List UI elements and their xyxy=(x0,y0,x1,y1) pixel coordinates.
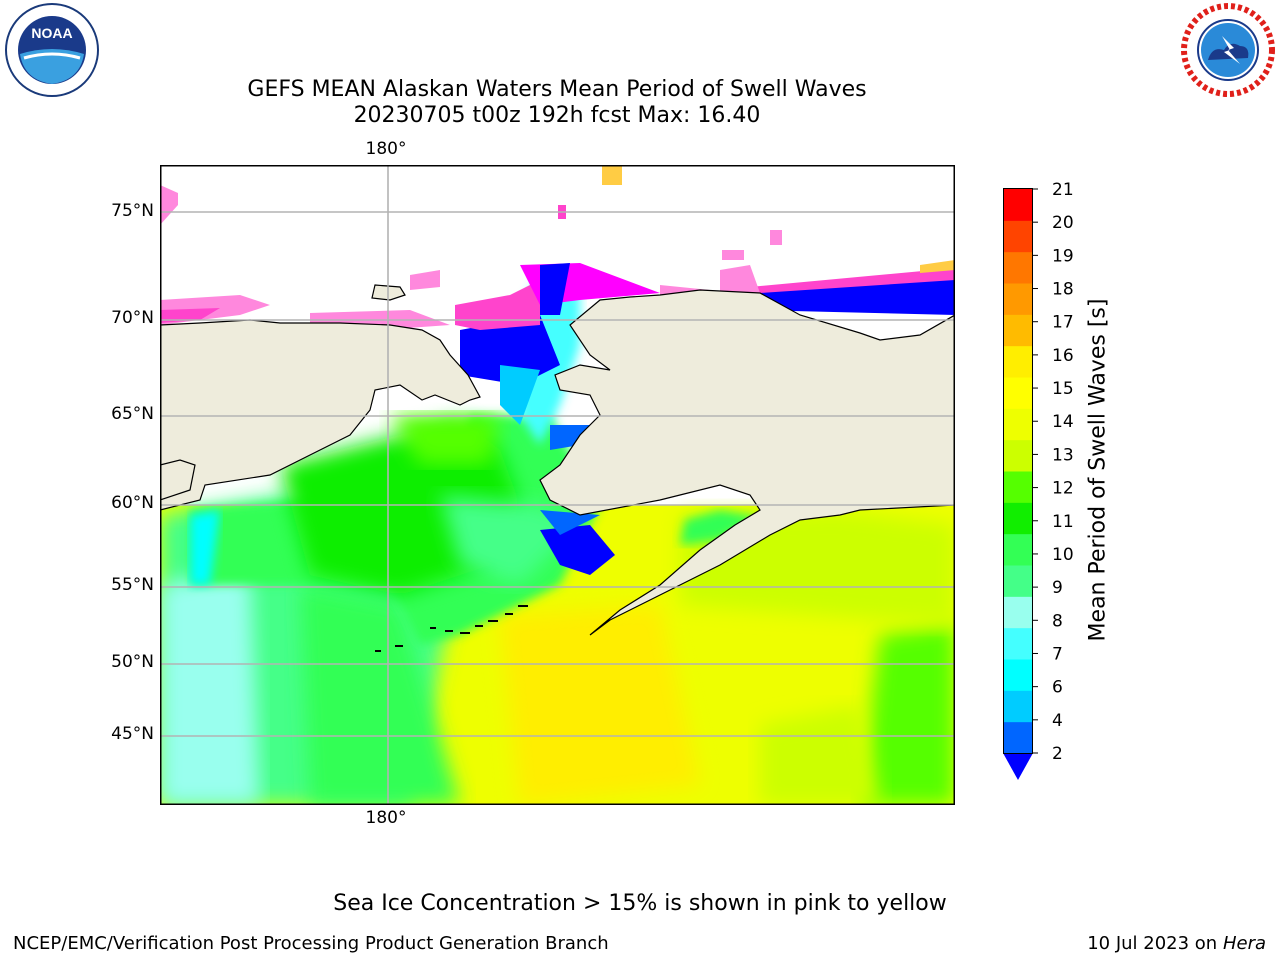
colorbar-tick-label: 8 xyxy=(1052,611,1063,631)
colorbar-label: Mean Period of Swell Waves [s] xyxy=(1085,298,1111,642)
colorbar-segments xyxy=(1004,189,1032,754)
colorbar-tick-label: 12 xyxy=(1052,479,1074,499)
colorbar-tick-label: 20 xyxy=(1052,213,1074,233)
map-frame xyxy=(160,165,955,805)
colorbar-tick-label: 7 xyxy=(1052,644,1063,664)
lat-label-70n: 70°N xyxy=(111,308,154,328)
colorbar-segment xyxy=(1004,251,1032,284)
sea-ice-note: Sea Ice Concentration > 15% is shown in … xyxy=(333,891,947,916)
colorbar-tick-label: 11 xyxy=(1052,512,1074,532)
colorbar-segment xyxy=(1004,721,1032,754)
swell-period-map xyxy=(160,165,955,805)
lat-label-60n: 60°N xyxy=(111,493,154,513)
lat-label-75n: 75°N xyxy=(111,201,154,221)
colorbar-ticks: 21 20 19 18 17 16 15 14 13 12 11 10 9 8 7 6 4 2 xyxy=(1032,180,1074,764)
lat-label-55n: 55°N xyxy=(111,575,154,595)
colorbar-tick-label: 2 xyxy=(1052,744,1063,764)
colorbar-segment xyxy=(1004,596,1032,629)
colorbar-tick-label: 16 xyxy=(1052,346,1074,366)
ocean-swell-field xyxy=(160,275,955,805)
colorbar-tick-label: 4 xyxy=(1052,711,1063,731)
landmass xyxy=(160,284,955,636)
colorbar: 21 20 19 18 17 16 15 14 13 12 11 10 9 8 7 6 4 2 xyxy=(1003,180,1074,780)
colorbar-segment xyxy=(1004,627,1032,660)
chart-title: GEFS MEAN Alaskan Waters Mean Period of … xyxy=(247,77,867,102)
lon-label-bottom: 180° xyxy=(365,808,407,828)
colorbar-tick-label: 19 xyxy=(1052,246,1074,266)
colorbar-extend-triangle xyxy=(1003,753,1033,780)
colorbar-segment xyxy=(1004,377,1032,409)
sea-ice-field xyxy=(160,165,955,330)
aleutian-islands xyxy=(375,605,528,652)
noaa-logo-icon: NOAA xyxy=(5,3,99,97)
lat-label-45n: 45°N xyxy=(111,724,154,744)
footer-host: Hera xyxy=(1222,933,1266,954)
colorbar-segment xyxy=(1004,314,1032,347)
colorbar-segment xyxy=(1004,283,1032,315)
colorbar-segment xyxy=(1004,533,1032,566)
nws-logo xyxy=(1178,2,1278,98)
colorbar-segment xyxy=(1004,502,1032,535)
colorbar-segment xyxy=(1004,690,1032,723)
colorbar-segment xyxy=(1004,345,1032,378)
colorbar-tick-label: 18 xyxy=(1052,280,1074,300)
colorbar-tick-label: 15 xyxy=(1052,379,1074,399)
colorbar-segment xyxy=(1004,189,1032,221)
footer-date: 10 Jul 2023 on Hera xyxy=(1087,933,1266,954)
colorbar-segment xyxy=(1004,565,1032,597)
colorbar-tick-label: 17 xyxy=(1052,313,1074,333)
footer-credit: NCEP/EMC/Verification Post Processing Pr… xyxy=(13,933,609,954)
colorbar-tick-label: 10 xyxy=(1052,545,1074,565)
colorbar-segment xyxy=(1004,659,1032,691)
colorbar-segment xyxy=(1004,408,1032,441)
graticule xyxy=(160,165,955,805)
colorbar-segment xyxy=(1004,439,1032,472)
noaa-logo: NOAA xyxy=(2,2,102,98)
colorbar-tick-label: 6 xyxy=(1052,678,1063,698)
nws-logo-icon xyxy=(1181,3,1275,97)
colorbar-segment xyxy=(1004,220,1032,253)
chart-subtitle: 20230705 t00z 192h fcst Max: 16.40 xyxy=(353,103,761,128)
noaa-logo-text: NOAA xyxy=(31,25,72,41)
colorbar-segment xyxy=(1004,471,1032,503)
footer-date-text: 10 Jul 2023 on xyxy=(1087,933,1223,954)
colorbar-tick-label: 9 xyxy=(1052,578,1063,598)
lon-label-top: 180° xyxy=(365,139,407,159)
colorbar-tick-label: 14 xyxy=(1052,412,1074,432)
lat-label-65n: 65°N xyxy=(111,404,154,424)
colorbar-tick-label: 13 xyxy=(1052,445,1074,465)
lat-label-50n: 50°N xyxy=(111,652,154,672)
colorbar-tick-label: 21 xyxy=(1052,180,1074,200)
